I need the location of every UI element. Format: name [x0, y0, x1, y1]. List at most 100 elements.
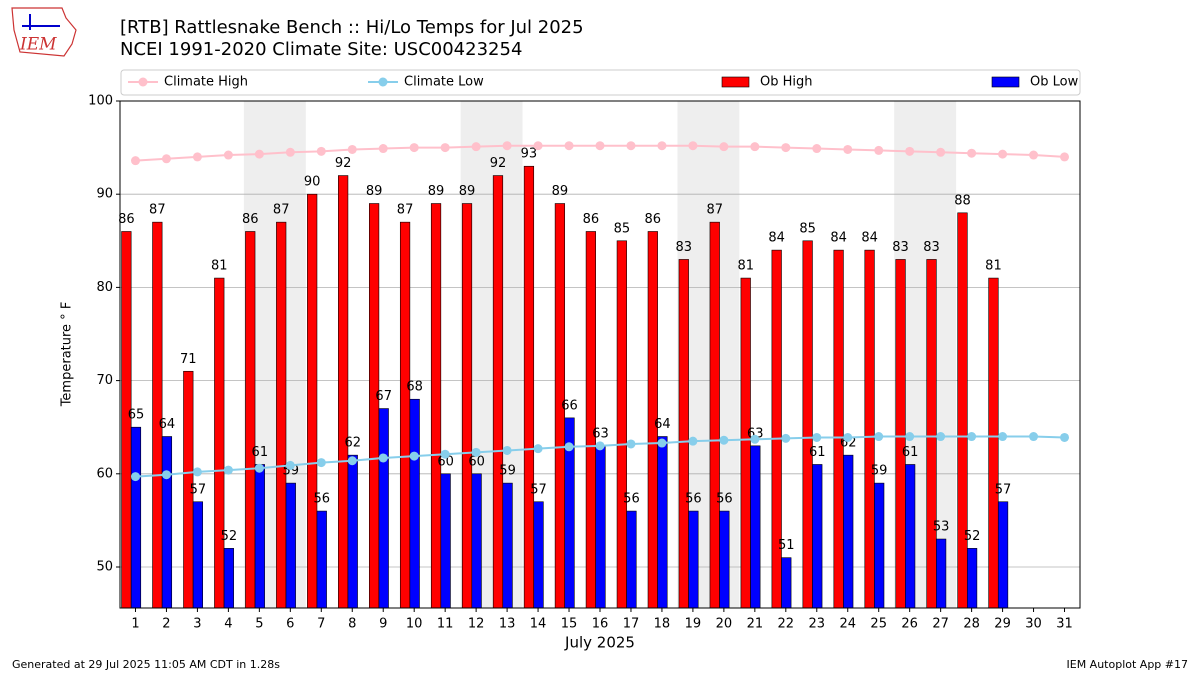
bar — [254, 464, 265, 609]
bar — [997, 501, 1009, 609]
x-tick-label: 14 — [530, 617, 547, 632]
data-label: 71 — [180, 352, 197, 367]
data-label: 57 — [190, 482, 207, 497]
bar — [152, 221, 163, 609]
climate-marker — [688, 436, 698, 446]
bar — [245, 231, 256, 609]
x-tick-label: 28 — [963, 617, 980, 632]
bar — [843, 454, 854, 609]
x-tick-label: 12 — [468, 617, 485, 632]
data-label: 87 — [273, 203, 290, 218]
bar — [905, 464, 916, 609]
data-label: 52 — [221, 529, 238, 544]
x-tick-label: 22 — [778, 617, 795, 632]
climate-marker — [1060, 432, 1070, 442]
data-label: 90 — [304, 175, 321, 190]
bar — [316, 510, 327, 609]
data-label: 86 — [242, 212, 259, 227]
legend-box — [120, 69, 1081, 96]
data-label: 51 — [778, 538, 795, 553]
x-axis-label: July 2025 — [564, 634, 635, 652]
x-tick-label: 20 — [716, 617, 733, 632]
x-tick-label: 29 — [994, 617, 1011, 632]
bar — [214, 277, 225, 609]
bar — [595, 445, 606, 609]
data-label: 59 — [871, 464, 888, 479]
data-label: 87 — [397, 203, 414, 218]
bar — [771, 249, 782, 609]
data-label: 81 — [737, 259, 754, 274]
bar — [874, 482, 885, 609]
data-label: 87 — [149, 203, 166, 218]
data-label: 93 — [521, 147, 538, 162]
x-tick-label: 7 — [317, 617, 325, 632]
x-tick-label: 10 — [406, 617, 423, 632]
bar — [740, 277, 751, 609]
legend-label: Climate High — [164, 75, 248, 90]
data-label: 85 — [799, 221, 816, 236]
climate-marker — [750, 142, 760, 152]
bar — [523, 165, 535, 609]
data-label: 60 — [468, 454, 485, 469]
data-label: 89 — [459, 184, 476, 199]
bar — [223, 548, 234, 609]
bar — [657, 436, 668, 609]
climate-marker — [595, 141, 605, 151]
climate-marker — [719, 435, 729, 445]
climate-marker — [564, 141, 574, 151]
data-label: 85 — [614, 221, 631, 236]
climate-marker — [967, 432, 977, 442]
x-tick-label: 8 — [348, 617, 356, 632]
data-label: 84 — [768, 231, 785, 246]
climate-marker — [378, 144, 388, 154]
bar — [926, 259, 937, 609]
bar — [688, 510, 699, 609]
plot-frame — [119, 100, 1081, 609]
climate-marker — [316, 146, 326, 156]
climate-marker — [471, 447, 481, 457]
y-tick-label: 100 — [88, 94, 113, 109]
data-label: 83 — [892, 240, 909, 255]
legend-marker — [378, 77, 388, 87]
climate-marker — [285, 147, 295, 157]
bar — [781, 557, 792, 609]
climate-marker — [285, 460, 295, 470]
data-label: 61 — [902, 445, 919, 460]
climate-marker — [1029, 432, 1039, 442]
data-label: 57 — [530, 482, 547, 497]
bar — [812, 464, 823, 609]
data-label: 84 — [861, 231, 878, 246]
legend-label: Ob High — [760, 75, 813, 90]
data-label: 89 — [428, 184, 445, 199]
data-label: 68 — [406, 380, 423, 395]
x-tick-label: 18 — [654, 617, 671, 632]
climate-marker — [812, 432, 822, 442]
climate-marker — [657, 438, 667, 448]
x-tick-label: 25 — [870, 617, 887, 632]
climate-marker — [626, 141, 636, 151]
climate-marker — [781, 143, 791, 153]
climate-marker — [812, 144, 822, 154]
bar — [502, 482, 513, 609]
x-tick-label: 5 — [255, 617, 263, 632]
x-tick-label: 21 — [747, 617, 764, 632]
climate-marker — [781, 433, 791, 443]
x-tick-label: 19 — [685, 617, 702, 632]
climate-marker — [502, 141, 512, 151]
data-label: 86 — [583, 212, 600, 227]
data-label: 64 — [654, 417, 671, 432]
climate-marker — [998, 432, 1008, 442]
x-tick-label: 27 — [932, 617, 949, 632]
bar — [461, 203, 473, 609]
bar — [895, 259, 906, 609]
bar — [130, 426, 142, 609]
bar — [399, 221, 411, 609]
data-label: 86 — [645, 212, 662, 227]
climate-marker — [967, 148, 977, 158]
climate-marker — [657, 141, 667, 151]
climate-marker — [130, 156, 140, 166]
data-label: 66 — [561, 398, 578, 413]
data-label: 61 — [252, 445, 269, 460]
climate-marker — [1029, 150, 1039, 160]
